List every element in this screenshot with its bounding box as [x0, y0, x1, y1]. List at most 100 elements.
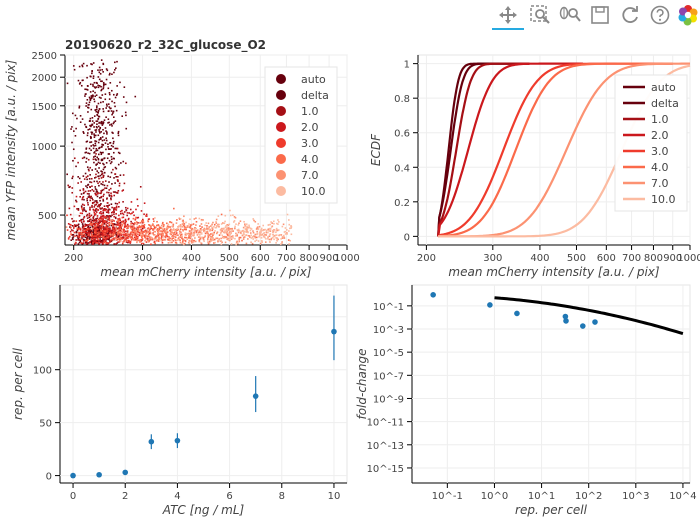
scatter-point — [97, 69, 99, 71]
help-tool[interactable] — [648, 3, 672, 27]
fold-ytick-label: 10^-7 — [373, 371, 404, 382]
scatter-point — [93, 242, 95, 245]
scatter-point — [207, 242, 210, 245]
scatter-point — [145, 215, 148, 217]
scatter-point — [172, 224, 175, 227]
wheel-zoom-tool[interactable] — [558, 3, 582, 27]
scatter-point — [130, 234, 133, 237]
scatter-point — [184, 240, 187, 243]
scatter-point — [246, 225, 248, 228]
scatter-point — [246, 229, 248, 232]
scatter-point — [84, 88, 86, 91]
scatter-point — [179, 218, 182, 220]
scatter-xtick-label: 900 — [320, 253, 339, 264]
scatter-point — [102, 208, 105, 211]
scatter-point — [106, 222, 109, 224]
scatter-point — [101, 224, 104, 226]
rep-xtick-label: 0 — [70, 491, 76, 502]
scatter-point — [99, 218, 101, 221]
scatter-point — [88, 212, 91, 215]
scatter-point — [91, 224, 94, 226]
scatter-point — [94, 222, 96, 225]
scatter-point — [228, 228, 231, 230]
scatter-point — [87, 202, 89, 204]
scatter-point — [189, 237, 191, 240]
scatter-point — [83, 216, 85, 219]
scatter-point — [90, 233, 93, 236]
scatter-point — [107, 233, 109, 236]
scatter-point — [89, 174, 91, 176]
scatter-point — [221, 230, 223, 232]
scatter-point — [118, 205, 120, 208]
scatter-point — [86, 89, 89, 91]
scatter-point — [84, 95, 86, 97]
scatter-point — [187, 225, 190, 227]
scatter-point — [93, 115, 96, 117]
scatter-point — [107, 87, 110, 90]
scatter-point — [108, 93, 111, 96]
scatter-point — [85, 185, 87, 187]
scatter-point — [86, 239, 89, 242]
scatter-point — [107, 215, 109, 217]
scatter-point — [112, 225, 115, 227]
scatter-point — [85, 93, 87, 95]
scatter-point — [89, 124, 91, 127]
scatter-point — [99, 199, 101, 202]
scatter-point — [237, 231, 240, 234]
scatter-point — [95, 120, 98, 123]
scatter-point — [118, 240, 121, 243]
scatter-point — [214, 241, 216, 244]
reset-tool[interactable] — [618, 3, 642, 27]
scatter-point — [78, 227, 81, 230]
scatter-point — [125, 237, 128, 240]
scatter-point — [122, 234, 125, 236]
scatter-point — [181, 228, 184, 231]
scatter-point — [74, 241, 77, 244]
scatter-point — [214, 230, 216, 232]
scatter-point — [74, 114, 77, 117]
scatter-point — [94, 227, 97, 229]
scatter-point — [242, 231, 245, 233]
scatter-point — [161, 230, 164, 233]
scatter-point — [91, 70, 93, 73]
scatter-point — [87, 152, 89, 154]
scatter-point — [129, 235, 131, 238]
scatter-point — [84, 225, 86, 228]
scatter-point — [160, 230, 162, 232]
scatter-point — [78, 239, 80, 241]
ecdf-ytick-label: 0.4 — [394, 163, 410, 174]
scatter-point — [126, 236, 129, 238]
scatter-point — [205, 227, 208, 229]
scatter-point — [132, 227, 134, 230]
scatter-point — [95, 164, 97, 166]
scatter-point — [75, 224, 78, 227]
scatter-point — [114, 182, 116, 184]
scatter-point — [109, 235, 112, 237]
scatter-point — [141, 236, 143, 239]
scatter-point — [225, 225, 227, 227]
save-tool[interactable] — [588, 3, 612, 27]
scatter-point — [100, 120, 103, 123]
scatter-point — [86, 99, 89, 101]
scatter-point — [91, 63, 93, 66]
scatter-point — [262, 224, 265, 227]
scatter-point — [234, 237, 236, 240]
scatter-point — [102, 63, 105, 66]
scatter-point — [217, 239, 220, 241]
scatter-point — [102, 198, 104, 201]
scatter-point — [100, 224, 103, 227]
scatter-point — [190, 230, 193, 232]
scatter-point — [175, 222, 178, 224]
box-zoom-tool[interactable] — [528, 3, 552, 27]
scatter-point — [153, 227, 156, 230]
scatter-legend-swatch — [276, 186, 286, 196]
ecdf-xtick-label: 400 — [530, 253, 549, 264]
scatter-point — [208, 226, 211, 228]
scatter-point — [180, 234, 182, 237]
scatter-point — [146, 239, 149, 242]
pan-tool[interactable] — [492, 3, 524, 30]
bokeh-logo[interactable] — [676, 3, 700, 27]
scatter-point — [90, 241, 93, 243]
scatter-ytick-label: 2500 — [32, 51, 57, 62]
